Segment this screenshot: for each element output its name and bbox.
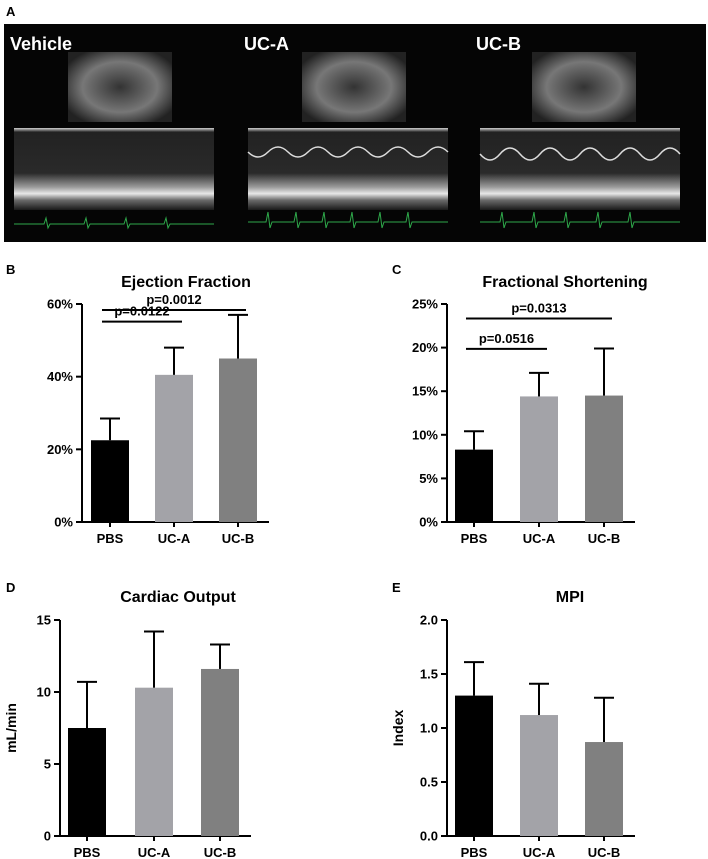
y-tick-label-d: 5 [44,757,51,772]
chart-title-b: Ejection Fraction [121,274,251,291]
x-tick-label-b: UC-B [222,531,255,546]
bar-e-pbs [455,695,493,836]
y-tick-label-c: 0% [419,515,438,530]
bar-b-pbs [91,440,129,522]
bar-e-uc-b [585,742,623,836]
echo-label-vehicle: Vehicle [10,34,73,54]
echocardiography-image-panel: Vehicle UC-A UC-B [4,24,706,242]
y-tick-label-d: 10 [37,685,51,700]
p-value-label-b: p=0.0122 [114,304,169,319]
y-tick-label-e: 1.0 [420,721,438,736]
b-mode-view-uc-a [302,52,406,122]
x-tick-label-e: PBS [461,845,488,859]
ecg-trace-uc-a [248,211,448,229]
p-value-label-c: p=0.0313 [511,300,566,315]
y-tick-label-d: 0 [44,829,51,844]
x-tick-label-c: UC-A [523,531,556,546]
wall-trace-uc-a [247,146,449,158]
x-tick-label-d: PBS [74,845,101,859]
bar-d-uc-b [201,668,239,836]
bar-d-pbs [68,728,106,836]
y-axis-label-d: mL/min [3,703,19,753]
bar-d-uc-a [135,687,173,836]
y-tick-label-b: 60% [47,297,73,312]
y-tick-label-e: 2.0 [420,613,438,628]
chart-title-e: MPI [556,589,584,606]
x-tick-label-b: PBS [97,531,124,546]
ecg-trace-vehicle [14,216,214,230]
wall-trace-uc-b [479,147,681,161]
y-tick-label-c: 20% [412,340,438,355]
p-value-label-c: p=0.0516 [479,331,534,346]
echo-label-uc-a: UC-A [244,34,289,54]
x-tick-label-c: PBS [461,531,488,546]
panel-letter-e: E [392,580,401,595]
bar-c-uc-b [585,395,623,522]
x-tick-label-e: UC-A [523,845,556,859]
echo-label-uc-b: UC-B [476,34,521,54]
y-tick-label-e: 0.0 [420,829,438,844]
bar-b-uc-a [155,374,193,522]
bar-b-uc-b [219,358,257,522]
y-tick-label-c: 25% [412,297,438,312]
m-mode-strip-vehicle [14,128,214,210]
b-mode-view-uc-b [532,52,636,122]
y-tick-label-e: 0.5 [420,775,438,790]
chart-title-d: Cardiac Output [120,589,236,606]
x-tick-label-b: UC-A [158,531,191,546]
x-tick-label-e: UC-B [588,845,621,859]
y-tick-label-b: 20% [47,442,73,457]
y-tick-label-e: 1.5 [420,667,438,682]
m-mode-strip-uc-b [480,128,680,210]
p-value-label-b: p=0.0012 [146,292,201,307]
panel-letter-b: B [6,262,16,277]
y-tick-label-c: 15% [412,384,438,399]
x-tick-label-d: UC-B [204,845,237,859]
panel-letter-d: D [6,580,16,595]
y-tick-label-c: 10% [412,427,438,442]
x-tick-label-d: UC-A [138,845,171,859]
y-tick-label-c: 5% [419,471,438,486]
ecg-trace-uc-b [480,211,680,229]
bar-c-uc-a [520,396,558,522]
m-mode-strip-uc-a [248,128,448,210]
echocardiography-images [14,52,681,230]
panel-letter-c: C [392,262,402,277]
y-axis-label-e: Index [390,710,406,747]
bar-c-pbs [455,449,493,522]
b-mode-view-vehicle [68,52,172,122]
y-tick-label-d: 15 [37,613,51,628]
chart-title-c: Fractional Shortening [482,274,647,291]
x-tick-label-c: UC-B [588,531,621,546]
y-tick-label-b: 0% [54,515,73,530]
bar-e-uc-a [520,715,558,836]
y-tick-label-b: 40% [47,369,73,384]
panel-letter-a: A [6,4,16,19]
